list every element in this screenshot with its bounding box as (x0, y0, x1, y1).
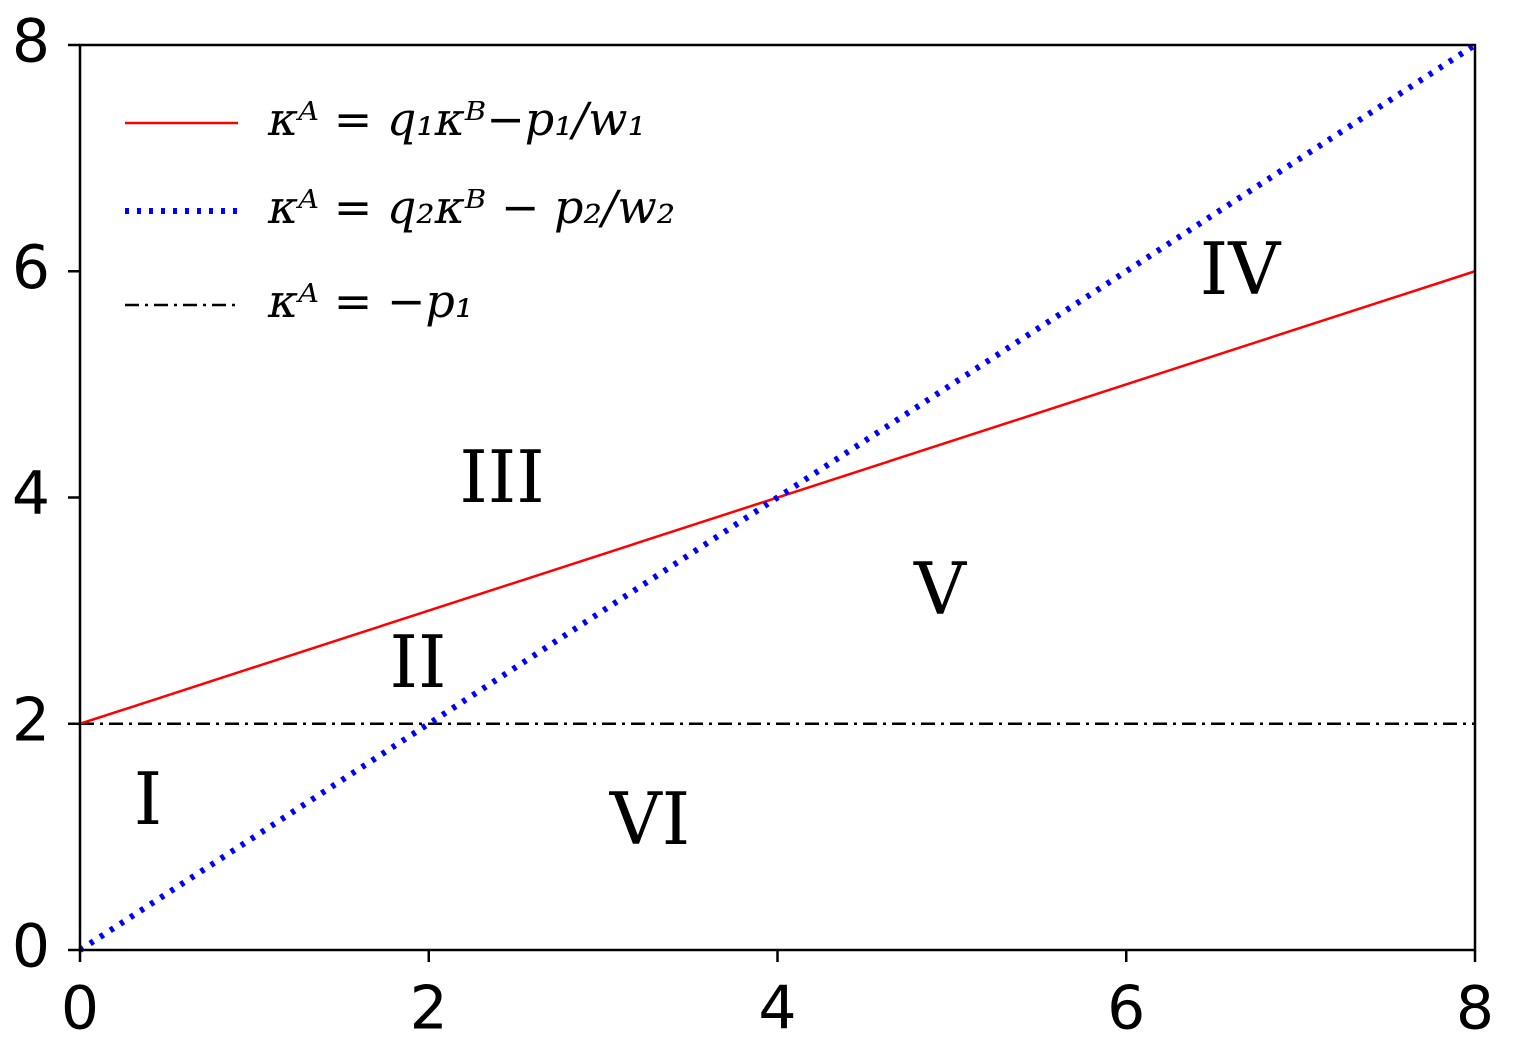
plot-frame (78, 43, 1477, 952)
region-label: I (134, 757, 162, 841)
y-tick-label: 0 (12, 912, 50, 982)
x-tick-label: 0 (61, 974, 99, 1044)
x-tick-label: 4 (758, 974, 796, 1044)
y-tick-label: 6 (12, 233, 50, 303)
region-label: IV (1200, 227, 1282, 311)
region-label: II (390, 620, 447, 704)
series-line (78, 42, 1477, 953)
region-label: V (913, 547, 968, 631)
legend-label: κᴬ = q₁κᴮ−p₁/w₁ (267, 92, 646, 146)
region-label: VI (609, 777, 690, 861)
legend-label: κᴬ = q₂κᴮ − p₂/w₂ (267, 180, 675, 234)
y-tick-label: 4 (12, 459, 50, 529)
x-tick-label: 6 (1107, 974, 1145, 1044)
region-label: III (459, 435, 544, 519)
x-tick-label: 2 (410, 974, 448, 1044)
y-tick-label: 8 (12, 7, 50, 77)
y-tick-label: 2 (12, 685, 50, 755)
legend-label: κᴬ = −p₁ (267, 274, 473, 328)
x-tick-label: 8 (1456, 974, 1494, 1044)
